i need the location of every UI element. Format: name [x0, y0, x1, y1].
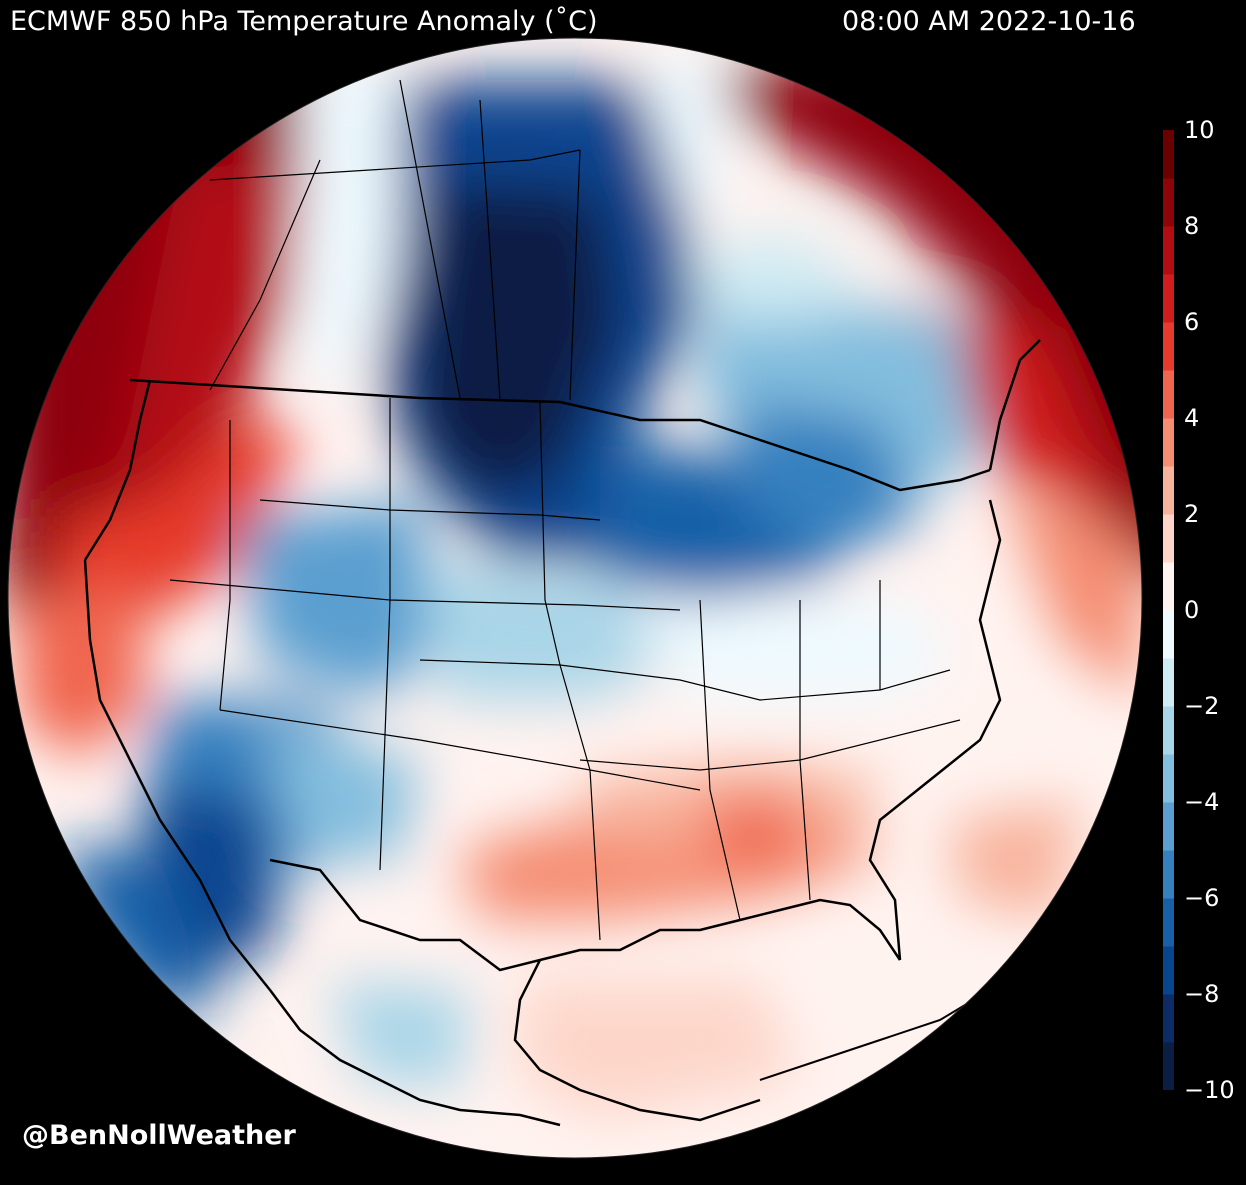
colorbar-tick-label: 8 [1184, 212, 1200, 240]
colorbar-bin [1163, 178, 1174, 227]
colorbar-bin [1163, 994, 1174, 1043]
colorbar-bin [1163, 418, 1174, 467]
colorbar-bin [1163, 226, 1174, 275]
colorbar-tick-label: −2 [1184, 692, 1220, 720]
colorbar-bin [1163, 898, 1174, 947]
colorbar-bin [1163, 1042, 1174, 1090]
colorbar-bin [1163, 466, 1174, 515]
colorbar-tick-label: 4 [1184, 404, 1200, 432]
colorbar-bin [1163, 754, 1174, 803]
colorbar-tick-label: −8 [1184, 980, 1220, 1008]
colorbar-tick-label: 0 [1184, 596, 1200, 624]
colorbar-tick-label: 2 [1184, 500, 1200, 528]
colorbar-bin [1163, 706, 1174, 755]
colorbar-bin [1163, 274, 1174, 323]
colorbar-bin [1163, 562, 1174, 611]
colorbar-bin [1163, 658, 1174, 707]
colorbar-bin [1163, 514, 1174, 563]
colorbar-tick-label: −4 [1184, 788, 1220, 816]
colorbar-tick-label: −6 [1184, 884, 1220, 912]
colorbar [1163, 130, 1174, 1090]
colorbar-bin [1163, 610, 1174, 659]
colorbar-bin [1163, 322, 1174, 371]
boundary-lines [83, 79, 1041, 1127]
colorbar-bin [1163, 370, 1174, 419]
globe-edge [7, 37, 1143, 1159]
map-title: ECMWF 850 hPa Temperature Anomaly (˚C) [10, 6, 598, 37]
colorbar-bin [1163, 130, 1174, 179]
colorbar-tick-label: 10 [1184, 116, 1215, 144]
colorbar-tick-label: 6 [1184, 308, 1200, 336]
colorbar-tick-label: −10 [1184, 1076, 1235, 1104]
colorbar-bin [1163, 802, 1174, 851]
credit-handle: @BenNollWeather [22, 1120, 296, 1151]
valid-time: 08:00 AM 2022-10-16 [842, 6, 1136, 37]
colorbar-bin [1163, 946, 1174, 995]
colorbar-bin [1163, 850, 1174, 899]
